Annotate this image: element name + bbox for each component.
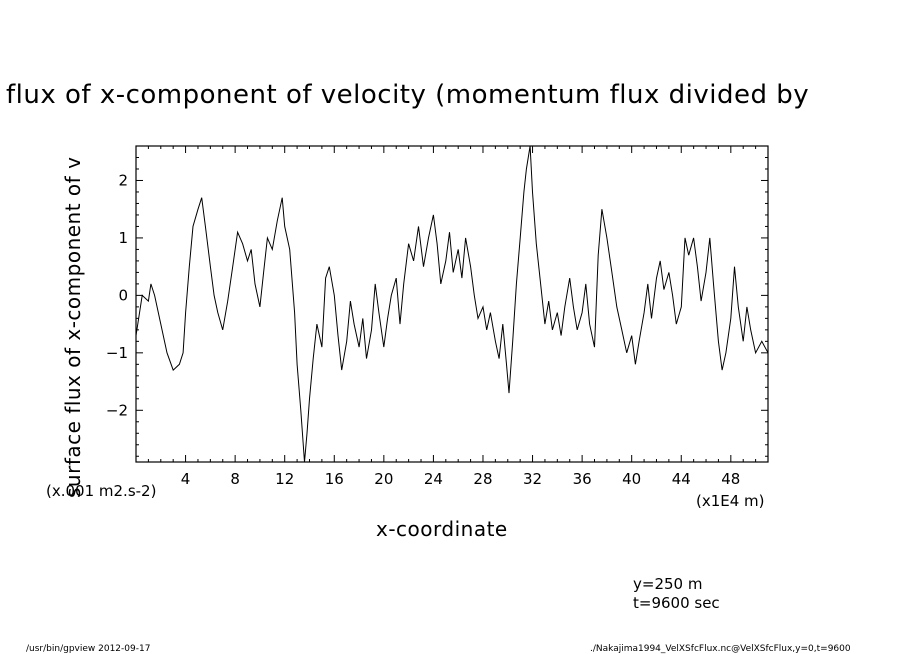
chart-title: flux of x-component of velocity (momentu… bbox=[6, 80, 809, 110]
y-value-annotation: y=250 m bbox=[633, 575, 702, 593]
x-tick-label: 4 bbox=[181, 470, 191, 488]
footer-right: ./Nakajima1994_VelXSfcFlux.nc@VelXSfcFlu… bbox=[590, 644, 851, 654]
y-tick-label: 2 bbox=[118, 171, 128, 189]
x-axis-label: x-coordinate bbox=[376, 517, 508, 541]
y-tick-label: −1 bbox=[106, 344, 128, 362]
y-unit-label: (x.001 m2.s-2) bbox=[46, 482, 156, 500]
series-line bbox=[135, 145, 769, 463]
x-tick-label: 16 bbox=[325, 470, 344, 488]
x-tick-label: 8 bbox=[230, 470, 240, 488]
y-tick-label: −2 bbox=[106, 401, 128, 419]
y-axis-label: surface flux of x-component of v bbox=[61, 157, 85, 498]
y-axis-tick-labels: −2 −1 0 1 2 bbox=[106, 171, 128, 419]
x-unit-label: (x1E4 m) bbox=[696, 492, 765, 510]
footer-left: /usr/bin/gpview 2012-09-17 bbox=[26, 644, 150, 654]
x-tick-label: 44 bbox=[672, 470, 691, 488]
x-axis-ticks bbox=[147, 146, 757, 462]
plot-frame bbox=[135, 145, 769, 463]
y-axis-ticks bbox=[136, 145, 768, 457]
x-tick-label: 24 bbox=[424, 470, 443, 488]
x-tick-label: 20 bbox=[374, 470, 393, 488]
x-tick-label: 32 bbox=[523, 470, 542, 488]
x-tick-label: 48 bbox=[721, 470, 740, 488]
x-tick-label: 36 bbox=[573, 470, 592, 488]
x-tick-label: 28 bbox=[473, 470, 492, 488]
x-tick-label: 12 bbox=[275, 470, 294, 488]
y-tick-label: 0 bbox=[118, 286, 128, 304]
y-tick-label: 1 bbox=[118, 229, 128, 247]
x-axis-tick-labels: 4 8 12 16 20 24 28 32 36 40 44 48 bbox=[181, 470, 741, 488]
x-tick-label: 40 bbox=[622, 470, 641, 488]
t-value-annotation: t=9600 sec bbox=[633, 594, 720, 612]
